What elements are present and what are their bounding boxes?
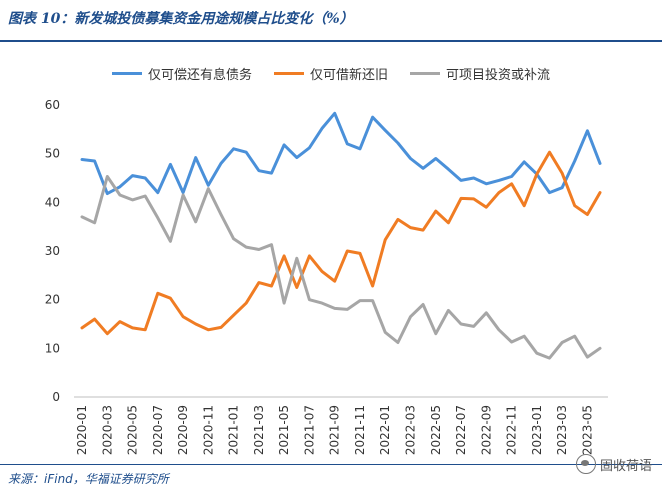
x-tick-label: 2021-11 xyxy=(353,405,367,455)
x-tick-label: 2022-01 xyxy=(378,405,392,455)
x-tick-label: 2022-11 xyxy=(505,405,519,455)
wechat-icon xyxy=(575,454,596,474)
legend-swatch xyxy=(273,72,304,75)
x-tick-label: 2022-07 xyxy=(454,405,468,455)
y-tick-label: 10 xyxy=(45,341,60,355)
y-tick-label: 40 xyxy=(45,195,60,209)
x-tick-label: 2022-05 xyxy=(429,405,443,455)
y-tick-label: 30 xyxy=(45,244,60,258)
legend-item-debt-repayment: 仅可偿还有息债务 xyxy=(111,64,252,83)
y-tick-label: 20 xyxy=(45,293,60,307)
chart-legend: 仅可偿还有息债务 仅可借新还旧 可项目投资或补流 xyxy=(0,64,662,83)
legend-label: 仅可借新还旧 xyxy=(309,68,388,83)
legend-label: 仅可偿还有息债务 xyxy=(147,68,252,83)
x-tick-label: 2021-03 xyxy=(252,405,266,455)
series-line-2 xyxy=(80,150,602,336)
x-tick-label: 2021-01 xyxy=(227,405,241,455)
legend-label: 可项目投资或补流 xyxy=(446,68,551,83)
x-tick-label: 2020-11 xyxy=(201,405,215,455)
legend-item-refinancing: 仅可借新还旧 xyxy=(273,64,388,83)
y-tick-label: 0 xyxy=(52,390,60,404)
x-tick-label: 2020-01 xyxy=(75,405,89,455)
series-line-1 xyxy=(80,111,602,196)
x-tick-label: 2020-09 xyxy=(176,405,190,455)
x-tick-label: 2023-05 xyxy=(580,405,594,455)
x-tick-label: 2023-03 xyxy=(555,405,569,455)
watermark-text: 固收荷语 xyxy=(599,458,652,474)
source-note: 来源：iFind，华福证券研究所 xyxy=(8,472,169,486)
y-tick-label: 50 xyxy=(45,147,60,161)
watermark: 固收荷语 xyxy=(575,454,652,474)
x-tick-label: 2021-07 xyxy=(302,405,316,455)
x-tick-label: 2020-03 xyxy=(100,405,114,455)
x-tick-label: 2022-03 xyxy=(403,405,417,455)
x-tick-label: 2021-05 xyxy=(277,405,291,455)
chart-title: 图表 10：新发城投债募集资金用途规模占比变化（%） xyxy=(8,11,354,27)
x-tick-label: 2020-07 xyxy=(151,405,165,455)
legend-item-project-investment: 可项目投资或补流 xyxy=(410,64,550,83)
legend-swatch xyxy=(410,72,440,75)
footer-divider xyxy=(0,464,662,465)
series-line-3 xyxy=(80,175,602,360)
x-tick-label: 2020-05 xyxy=(126,405,140,455)
x-tick-label: 2022-09 xyxy=(479,405,493,455)
title-divider xyxy=(0,40,662,42)
x-tick-label: 2021-09 xyxy=(328,405,342,455)
legend-swatch xyxy=(111,72,142,75)
x-tick-label: 2023-01 xyxy=(530,405,544,455)
y-tick-label: 60 xyxy=(45,98,60,112)
